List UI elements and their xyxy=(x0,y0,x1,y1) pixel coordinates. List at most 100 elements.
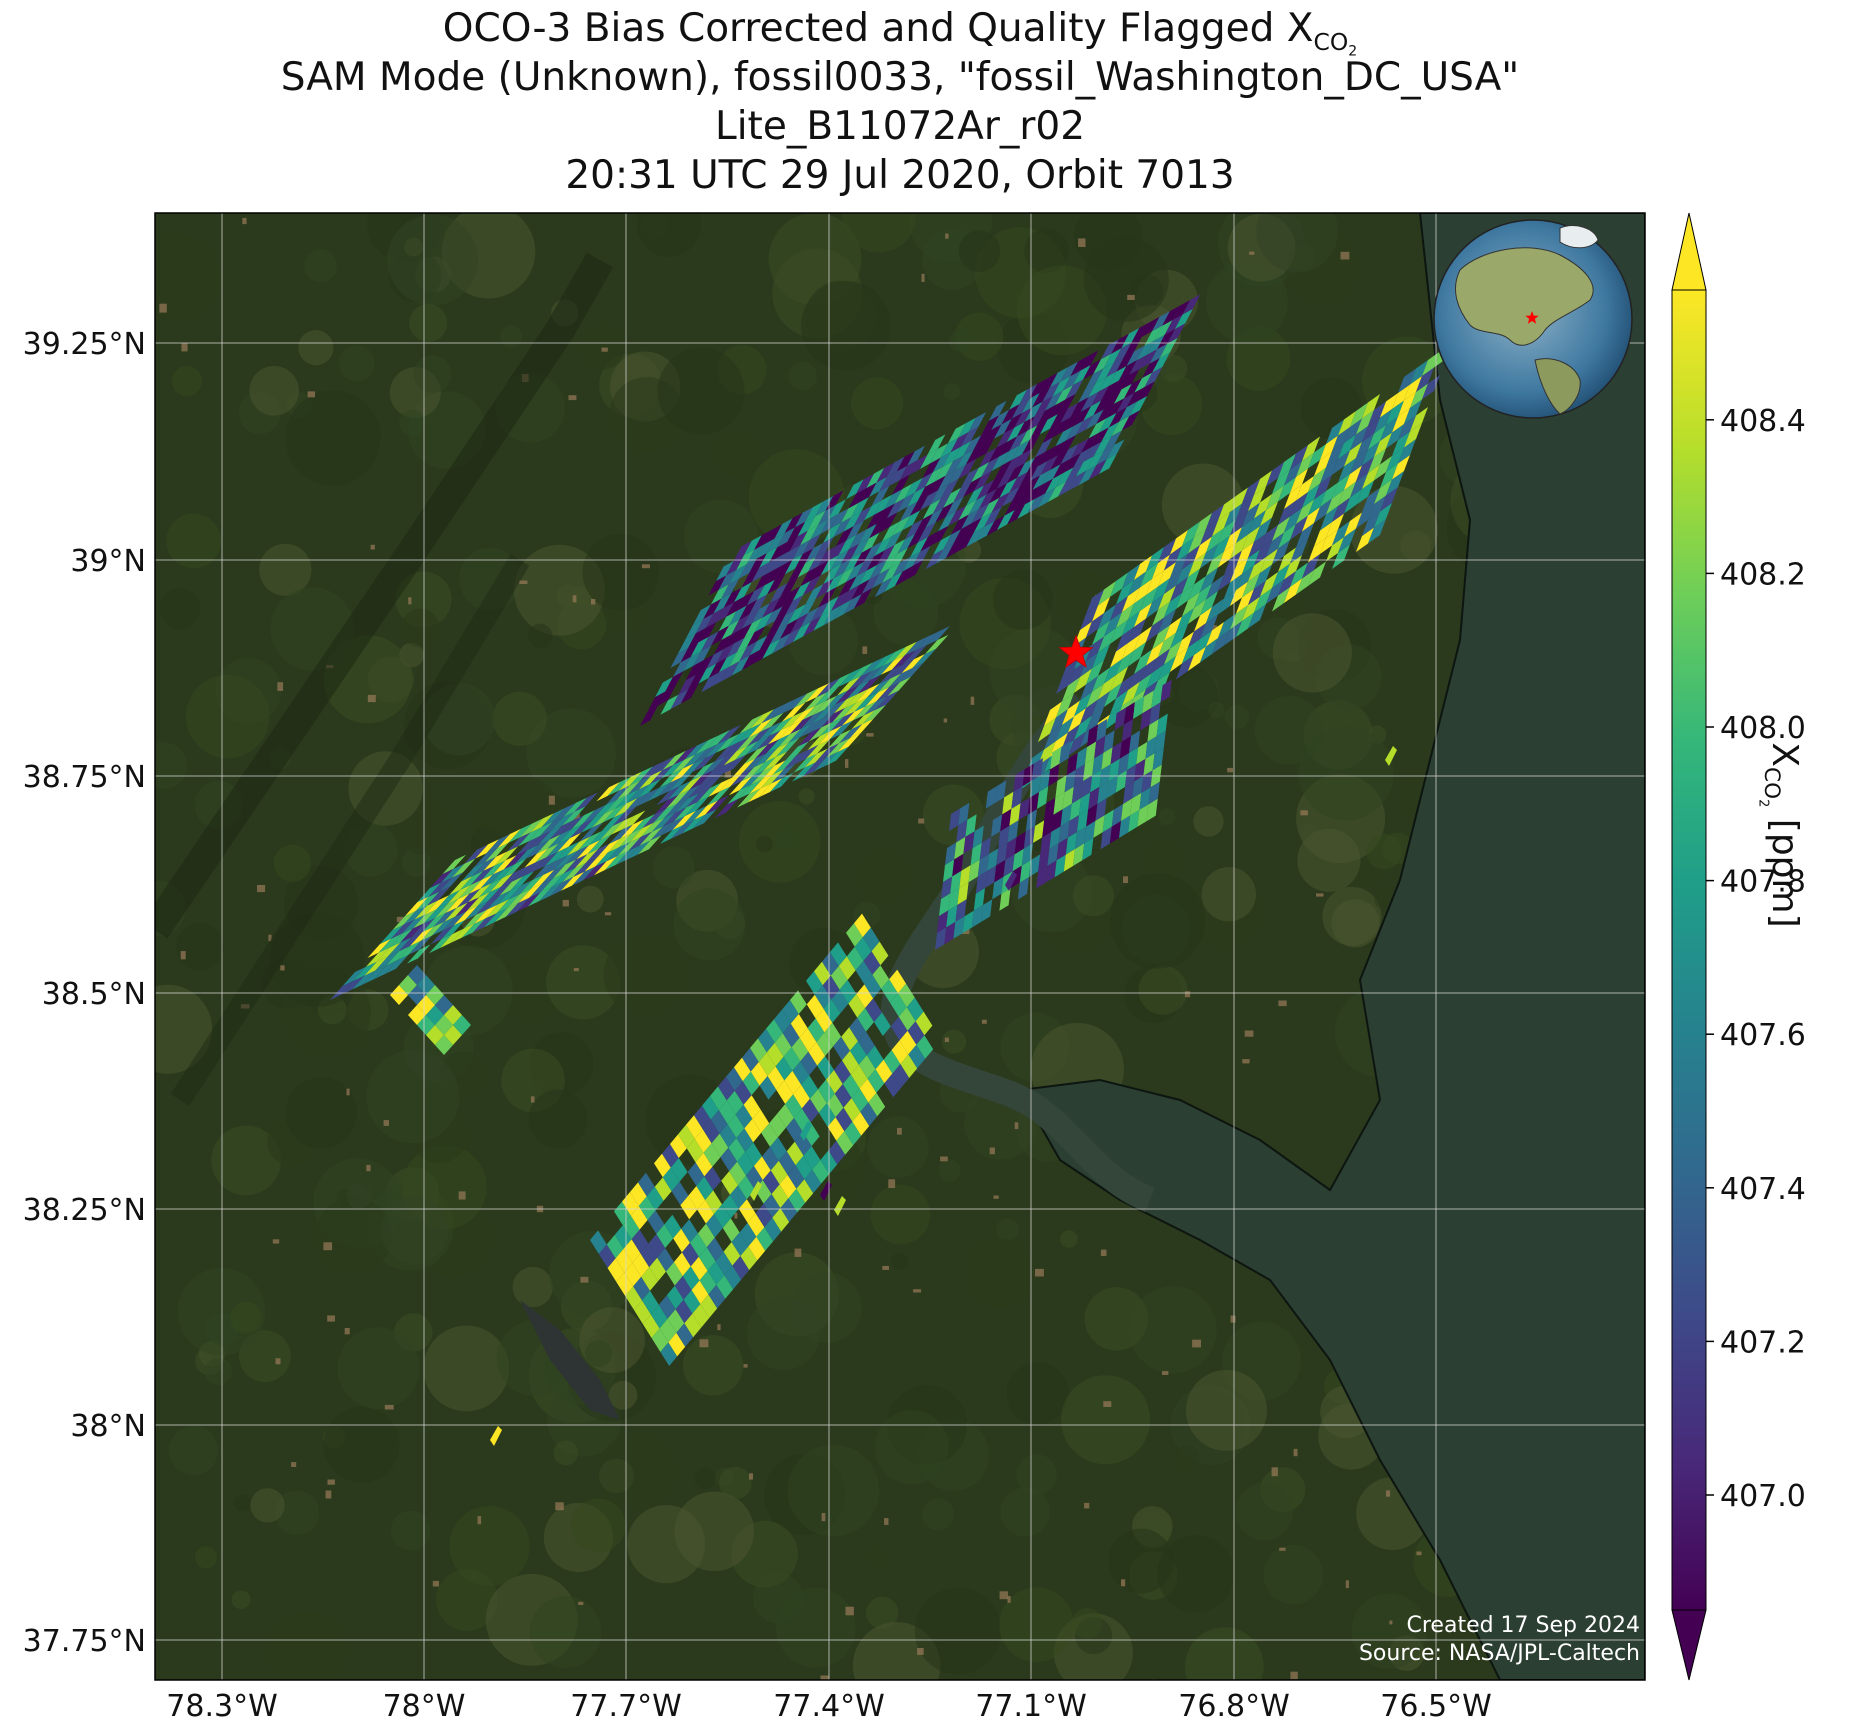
farmland-patch xyxy=(884,1518,889,1525)
xco2-footprint xyxy=(579,822,603,842)
xco2-footprint xyxy=(1092,597,1110,622)
xco2-footprint xyxy=(425,895,449,915)
xco2-footprint xyxy=(696,1176,714,1200)
xco2-footprint xyxy=(391,919,415,939)
xco2-footprint xyxy=(899,460,918,481)
xco2-footprint xyxy=(890,659,914,679)
terrain-patch xyxy=(867,1116,929,1178)
xco2-footprint xyxy=(747,626,765,647)
xco2-footprint xyxy=(807,1018,825,1042)
xco2-footprint xyxy=(1104,612,1122,637)
xco2-footprint xyxy=(1380,416,1398,441)
xco2-footprint xyxy=(742,649,760,670)
xco2-footprint xyxy=(1170,624,1188,649)
xco2-footprint xyxy=(1004,495,1023,516)
xco2-footprint xyxy=(671,819,695,839)
xco2-footprint xyxy=(1326,419,1344,444)
xco2-footprint xyxy=(719,652,737,673)
xco2-footprint xyxy=(1080,676,1098,701)
xco2-footprint xyxy=(1092,620,1110,645)
xco2-footprint xyxy=(1284,508,1302,533)
xco2-footprint xyxy=(678,1124,695,1149)
xco2-footprint xyxy=(691,1280,709,1304)
terrain-patch xyxy=(553,1440,579,1466)
xco2-footprint xyxy=(950,870,962,894)
xco2-footprint xyxy=(705,1190,722,1214)
xco2-footprint xyxy=(523,857,547,877)
terrain-patch xyxy=(640,213,668,240)
xco2-footprint xyxy=(841,1027,858,1051)
xco2-footprint xyxy=(817,1056,834,1080)
xco2-footprint xyxy=(829,720,853,740)
xco2-footprint xyxy=(1094,735,1106,759)
farmland-patch xyxy=(1293,1448,1298,1457)
xco2-footprint xyxy=(682,814,706,834)
xco2-footprint xyxy=(388,937,412,957)
terrain-patch xyxy=(337,1327,420,1410)
xco2-footprint xyxy=(1385,746,1397,766)
xco2-footprint xyxy=(1136,340,1155,361)
xco2-footprint xyxy=(955,449,974,470)
farmland-patch xyxy=(1416,1551,1422,1556)
xco2-footprint xyxy=(994,859,1006,883)
xco2-footprint xyxy=(482,860,506,880)
xco2-footprint xyxy=(504,850,528,870)
xco2-footprint xyxy=(1067,815,1079,838)
terrain-patch xyxy=(841,213,916,253)
xco2-footprint xyxy=(722,1194,739,1219)
xco2-footprint xyxy=(1146,547,1164,572)
terrain-patch xyxy=(1256,213,1339,273)
terrain-patch xyxy=(304,249,337,283)
xco2-footprint xyxy=(747,726,771,746)
farmland-patch xyxy=(384,1404,394,1410)
xco2-footprint xyxy=(1356,410,1374,435)
xco2-footprint xyxy=(1013,769,1025,792)
xco2-footprint xyxy=(561,871,585,891)
xco2-footprint xyxy=(463,909,487,929)
xco2-footprint xyxy=(701,672,719,693)
xco2-footprint xyxy=(532,860,556,880)
terrain-patch xyxy=(866,1596,899,1629)
xco2-footprint xyxy=(546,838,570,858)
xco2-footprint xyxy=(638,1172,655,1197)
xco2-footprint xyxy=(991,492,1010,513)
xco2-footprint xyxy=(529,822,553,842)
xco2-footprint xyxy=(1068,708,1086,733)
xco2-footprint xyxy=(907,445,925,466)
xco2-footprint xyxy=(607,1258,625,1282)
xco2-footprint xyxy=(782,702,806,722)
xco2-footprint xyxy=(1073,406,1091,427)
xco2-footprint xyxy=(1194,513,1212,538)
xco2-footprint xyxy=(1131,322,1150,343)
xco2-footprint xyxy=(729,1161,746,1186)
xco2-footprint xyxy=(625,792,649,812)
xco2-footprint xyxy=(1110,596,1128,621)
xco2-footprint xyxy=(853,701,877,721)
xco2-footprint xyxy=(738,1199,756,1223)
xco2-footprint xyxy=(1083,359,1101,380)
xco2-footprint xyxy=(846,923,863,947)
xco2-footprint xyxy=(1175,308,1193,329)
xco2-footprint xyxy=(762,1170,780,1194)
xco2-footprint xyxy=(731,1232,749,1256)
xco2-footprint xyxy=(752,603,770,624)
xco2-footprint xyxy=(922,499,941,520)
xco2-footprint xyxy=(995,780,1007,803)
xco2-footprint xyxy=(1158,585,1176,610)
xco2-footprint xyxy=(1086,450,1104,471)
xco2-footprint xyxy=(1332,427,1350,452)
xco2-footprint xyxy=(430,868,454,888)
xco2-footprint xyxy=(848,529,867,550)
terrain-patch xyxy=(603,933,686,1016)
xco2-footprint xyxy=(884,530,903,551)
xco2-footprint xyxy=(661,759,685,779)
xco2-footprint xyxy=(956,532,974,553)
xco2-footprint xyxy=(1248,604,1266,629)
xco2-footprint xyxy=(575,848,599,868)
farmland-patch xyxy=(568,395,577,401)
xco2-footprint xyxy=(966,485,984,506)
latitude-tick-labels: 39.25°N39°N38.75°N38.5°N38.25°N38°N37.75… xyxy=(23,327,146,1659)
xco2-footprint xyxy=(884,489,903,510)
farmland-patch xyxy=(519,580,528,584)
terrain-patch xyxy=(1174,1445,1200,1470)
